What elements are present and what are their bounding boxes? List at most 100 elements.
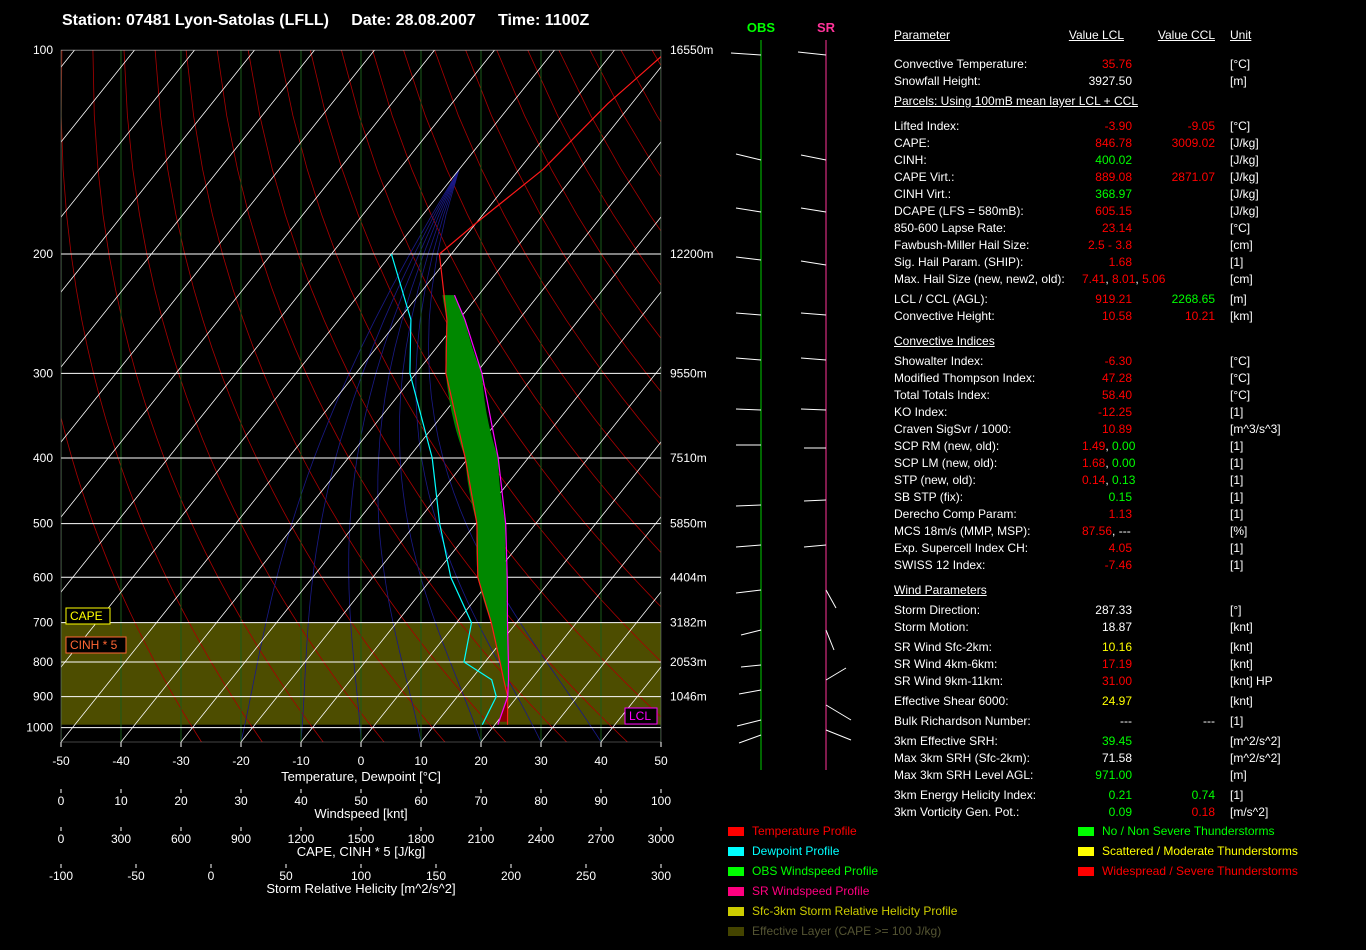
value-part: ,: [1105, 473, 1113, 487]
dry-adiabat: [869, 50, 890, 742]
x-tick-label: 50: [654, 754, 668, 768]
pressure-tick-label: 800: [33, 655, 53, 669]
x-tick-label: 10: [414, 754, 428, 768]
value-part: ,: [1105, 456, 1113, 470]
parameter-values: 0.14, 0.13: [1082, 473, 1262, 487]
parameter-name: Bulk Richardson Number:: [894, 714, 1031, 728]
value-part: 5.06: [1142, 272, 1166, 286]
dry-adiabat: [216, 50, 567, 742]
parameter-name: Storm Motion:: [894, 620, 969, 634]
legend-item: SR Windspeed Profile: [728, 884, 869, 898]
value-lcl: 605.15: [1095, 204, 1132, 218]
parameter-name: Craven SigSvr / 1000:: [894, 422, 1012, 436]
value-lcl: 0.15: [1108, 490, 1132, 504]
cape-area: [442, 295, 509, 687]
legend-label: Scattered / Moderate Thunderstorms: [1102, 844, 1298, 858]
dry-adiabat: [465, 50, 661, 393]
obs-wind-barb: [735, 312, 762, 316]
dry-adiabat: [372, 50, 661, 554]
value-part: , ---: [1112, 524, 1131, 538]
unit: [knt] HP: [1230, 674, 1273, 688]
isotherm: [61, 50, 315, 368]
scale-tick-label: 30: [234, 794, 248, 808]
parameter-name: 850-600 Lapse Rate:: [894, 221, 1007, 235]
parameter-name: SB STP (fix):: [894, 490, 964, 504]
pressure-tick-label: 300: [33, 366, 53, 380]
value-lcl: 58.40: [1101, 388, 1132, 402]
scale-tick-label: 150: [426, 869, 446, 883]
x-tick-label: 20: [474, 754, 488, 768]
unit: [m]: [1230, 74, 1247, 88]
obs-wind-barb: [730, 52, 762, 56]
parameter-name: Showalter Index:: [894, 354, 984, 368]
value-part: 1.49: [1082, 439, 1106, 453]
sr-wind-barb: [800, 408, 827, 411]
parameter-name: DCAPE (LFS = 580mB):: [894, 204, 1024, 218]
value-lcl: -12.25: [1097, 405, 1132, 419]
value-lcl: 0.09: [1108, 805, 1132, 819]
value-part: 87.56: [1082, 524, 1113, 538]
dry-adiabat: [92, 50, 324, 742]
legend-item: Temperature Profile: [728, 824, 857, 838]
parameter-name: CINH:: [894, 153, 927, 167]
value-part: 0.00: [1112, 456, 1136, 470]
dry-adiabat: [434, 50, 661, 446]
sr-wind-barb: [825, 704, 852, 721]
sr-wind-barb: [825, 667, 847, 681]
dry-adiabat: [807, 50, 890, 742]
unit: [°C]: [1230, 57, 1251, 71]
parameter-name: SR Wind 4km-6km:: [894, 657, 998, 671]
unit: [m^2/s^2]: [1230, 734, 1281, 748]
value-lcl: 287.33: [1095, 603, 1132, 617]
isotherm: [120, 66, 661, 742]
parameter-name: MCS 18m/s (MMP, MSP):: [894, 524, 1031, 538]
height-tick-label: 3182m: [670, 616, 707, 630]
parameter-values: 1.49, 0.00: [1082, 439, 1262, 453]
dry-adiabat: [61, 50, 263, 742]
unit: [knt]: [1230, 657, 1253, 671]
height-tick-label: 16550m: [670, 43, 713, 57]
legend-swatch: [728, 927, 744, 937]
sr-wind-barb: [800, 357, 827, 361]
isotherm: [480, 516, 661, 742]
isotherm: [61, 50, 255, 293]
unit: [m]: [1230, 768, 1247, 782]
header-parameter: Parameter: [894, 28, 951, 42]
unit: [°]: [1230, 603, 1242, 617]
scale-tick-label: 200: [501, 869, 521, 883]
parameter-name: 3km Effective SRH:: [894, 734, 998, 748]
header-value-lcl: Value LCL: [1068, 28, 1124, 42]
value-lcl: 71.58: [1101, 751, 1132, 765]
x-tick-label: -20: [232, 754, 250, 768]
scale-tick-label: -50: [127, 869, 145, 883]
dry-adiabat: [278, 50, 661, 718]
value-lcl: 23.14: [1101, 221, 1132, 235]
isotherm: [300, 291, 661, 742]
x-axis-title: Temperature, Dewpoint [°C]: [281, 769, 441, 784]
parameter-values: 87.56, ---: [1082, 524, 1262, 538]
unit: [1]: [1230, 473, 1244, 487]
height-tick-label: 7510m: [670, 451, 707, 465]
x-tick-label: -50: [52, 754, 70, 768]
legend-swatch: [728, 907, 744, 917]
legend-item: Widespread / Severe Thunderstorms: [1078, 864, 1298, 878]
parameter-values: 7.41, 8.01, 5.06: [1082, 272, 1262, 286]
pressure-tick-label: 900: [33, 690, 53, 704]
value-ccl: 0.18: [1191, 805, 1215, 819]
parameter-name: CINH Virt.:: [894, 187, 952, 201]
plot-area: [61, 50, 890, 742]
section-title: Convective Indices: [894, 334, 995, 348]
isotherm: [61, 50, 435, 518]
unit: [J/kg]: [1230, 136, 1259, 150]
parameter-name: Max 3km SRH (Sfc-2km):: [894, 751, 1031, 765]
sr-wind-barb: [825, 629, 835, 651]
sr-wind-barb: [800, 207, 827, 213]
scale-tick-label: 0: [58, 832, 65, 846]
obs-wind-barb: [735, 544, 762, 548]
pressure-tick-label: 200: [33, 247, 53, 261]
isotherm: [61, 50, 375, 443]
cinh-area: [498, 686, 509, 722]
height-tick-label: 5850m: [670, 517, 707, 531]
unit: [°C]: [1230, 354, 1251, 368]
dry-adiabat: [838, 50, 890, 742]
